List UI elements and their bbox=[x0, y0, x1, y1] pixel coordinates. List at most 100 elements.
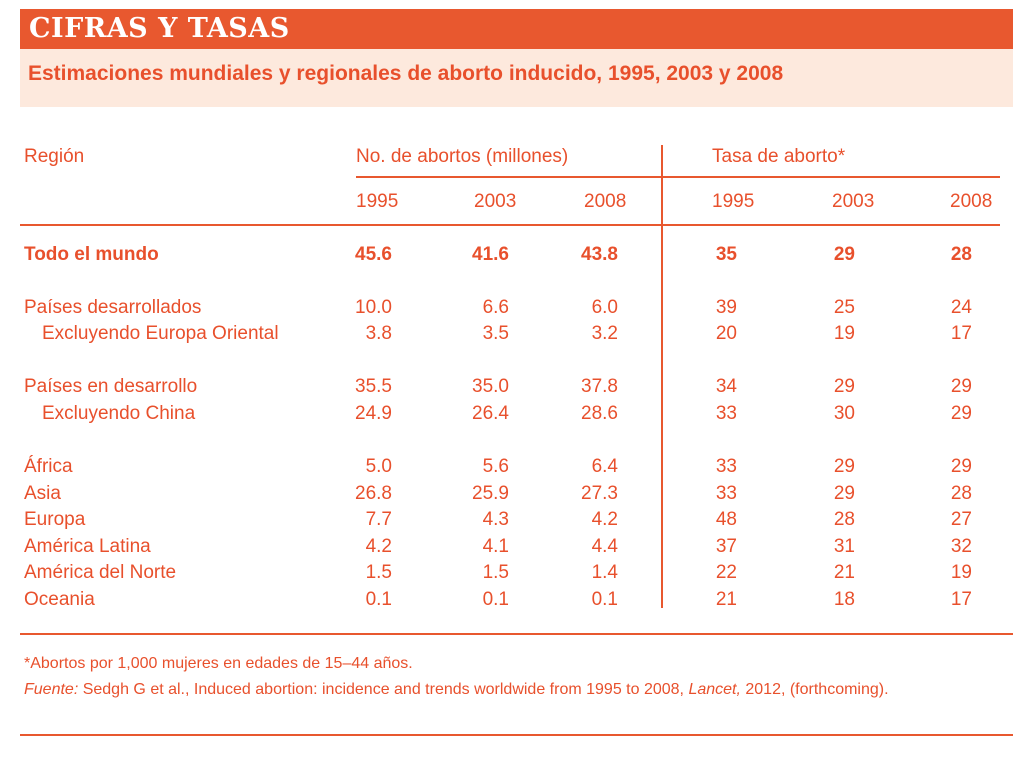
abortion-rate-group-header: Tasa de aborto* bbox=[712, 146, 846, 167]
table-cell: 3.2 bbox=[591, 323, 618, 344]
table-cell: 30 bbox=[833, 403, 855, 424]
header-divider bbox=[20, 224, 1000, 226]
source-journal: Lancet, bbox=[688, 681, 741, 698]
table-cell: 0.1 bbox=[591, 589, 618, 610]
table-cell: 48 bbox=[715, 509, 737, 530]
source-note: Fuente: Sedgh G et al., Induced abortion… bbox=[24, 679, 889, 701]
footer-rule bbox=[20, 734, 1013, 736]
table-row-label: Países en desarrollo bbox=[24, 376, 198, 397]
table-cell: 1.5 bbox=[482, 562, 509, 583]
table-cell: 28 bbox=[950, 483, 972, 504]
table-cell: 29 bbox=[950, 376, 972, 397]
table-cell: 26.8 bbox=[355, 483, 392, 504]
table-cell: 31 bbox=[833, 536, 855, 557]
table-cell: 4.2 bbox=[591, 509, 618, 530]
table-cell: 6.4 bbox=[591, 456, 618, 477]
source-text-end: 2012, (forthcoming). bbox=[740, 681, 889, 698]
table-cell: 27 bbox=[950, 509, 972, 530]
subheader-bar: Estimaciones mundiales y regionales de a… bbox=[20, 49, 1013, 107]
table-cell: 4.4 bbox=[591, 536, 618, 557]
table-cell: 41.6 bbox=[472, 244, 509, 265]
table-cell: 35 bbox=[715, 244, 737, 265]
year-header: 2008 bbox=[950, 191, 993, 212]
table-cell: 37 bbox=[715, 536, 737, 557]
table-cell: 34 bbox=[715, 376, 737, 397]
table-cell: 33 bbox=[715, 403, 737, 424]
table-row-label: América del Norte bbox=[24, 562, 177, 583]
table-cell: 5.0 bbox=[365, 456, 392, 477]
table-cell: 27.3 bbox=[581, 483, 618, 504]
table-cell: 4.2 bbox=[365, 536, 392, 557]
table-cell: 35.0 bbox=[472, 376, 509, 397]
year-header: 2008 bbox=[584, 191, 627, 212]
source-text: Sedgh G et al., Induced abortion: incide… bbox=[78, 681, 689, 698]
table-cell: 24.9 bbox=[355, 403, 392, 424]
year-header: 1995 bbox=[712, 191, 755, 212]
table-row-label: Europa bbox=[24, 509, 86, 530]
table-cell: 28 bbox=[833, 509, 855, 530]
source-label: Fuente: bbox=[24, 681, 79, 698]
table-cell: 17 bbox=[950, 323, 972, 344]
table-row-label: Asia bbox=[24, 483, 61, 504]
table-cell: 6.0 bbox=[591, 297, 618, 318]
table-cell: 29 bbox=[833, 483, 855, 504]
table-row-label: Excluyendo Europa Oriental bbox=[42, 323, 279, 344]
table-cell: 7.7 bbox=[365, 509, 392, 530]
table-cell: 26.4 bbox=[472, 403, 509, 424]
table-cell: 39 bbox=[715, 297, 737, 318]
table-cell: 29 bbox=[833, 244, 855, 265]
table-cell: 29 bbox=[833, 456, 855, 477]
table-row-label: Oceania bbox=[24, 589, 95, 610]
column-divider bbox=[661, 145, 663, 608]
table-cell: 17 bbox=[950, 589, 972, 610]
table-cell: 33 bbox=[715, 483, 737, 504]
group-header-divider bbox=[356, 176, 1000, 178]
table-bottom-rule bbox=[20, 633, 1013, 635]
table-cell: 4.3 bbox=[482, 509, 509, 530]
year-header: 2003 bbox=[832, 191, 875, 212]
table-cell: 43.8 bbox=[581, 244, 618, 265]
table-cell: 22 bbox=[715, 562, 737, 583]
table-cell: 19 bbox=[833, 323, 855, 344]
table-cell: 4.1 bbox=[482, 536, 509, 557]
table-cell: 0.1 bbox=[482, 589, 509, 610]
table-row-label: Países desarrollados bbox=[24, 297, 202, 318]
header-bar: CIFRAS Y TASAS bbox=[20, 9, 1013, 49]
table-cell: 21 bbox=[715, 589, 737, 610]
table-cell: 35.5 bbox=[355, 376, 392, 397]
table-cell: 3.5 bbox=[482, 323, 509, 344]
table-cell: 25.9 bbox=[472, 483, 509, 504]
table-cell: 25 bbox=[833, 297, 855, 318]
table-cell: 32 bbox=[950, 536, 972, 557]
table-cell: 19 bbox=[950, 562, 972, 583]
table-cell: 10.0 bbox=[355, 297, 392, 318]
region-column-header: Región bbox=[24, 146, 85, 167]
table-cell: 33 bbox=[715, 456, 737, 477]
table-cell: 24 bbox=[950, 297, 972, 318]
table-cell: 0.1 bbox=[365, 589, 392, 610]
table-row-label: Excluyendo China bbox=[42, 403, 196, 424]
year-header: 1995 bbox=[356, 191, 399, 212]
table-cell: 21 bbox=[833, 562, 855, 583]
table-cell: 6.6 bbox=[482, 297, 509, 318]
footnote: *Abortos por 1,000 mujeres en edades de … bbox=[24, 655, 413, 672]
year-header: 2003 bbox=[474, 191, 517, 212]
page-title: CIFRAS Y TASAS bbox=[29, 13, 290, 44]
table-cell: 1.5 bbox=[365, 562, 392, 583]
table-row-label: Todo el mundo bbox=[24, 244, 159, 265]
abortion-count-group-header: No. de abortos (millones) bbox=[356, 146, 569, 167]
table-cell: 37.8 bbox=[581, 376, 618, 397]
table-cell: 29 bbox=[950, 456, 972, 477]
table-cell: 28.6 bbox=[581, 403, 618, 424]
table-cell: 28 bbox=[950, 244, 972, 265]
table-cell: 1.4 bbox=[591, 562, 618, 583]
table-cell: 3.8 bbox=[365, 323, 392, 344]
table-cell: 20 bbox=[715, 323, 737, 344]
table-cell: 18 bbox=[833, 589, 855, 610]
table-cell: 5.6 bbox=[482, 456, 509, 477]
table-cell: 45.6 bbox=[355, 244, 392, 265]
table-cell: 29 bbox=[833, 376, 855, 397]
table-cell: 29 bbox=[950, 403, 972, 424]
table-row-label: África bbox=[24, 456, 73, 477]
table-subtitle: Estimaciones mundiales y regionales de a… bbox=[28, 62, 784, 85]
